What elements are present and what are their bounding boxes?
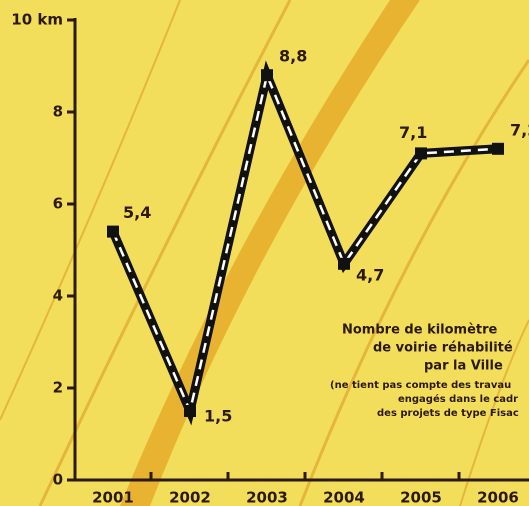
annotation-title: de voirie réhabilité	[373, 341, 513, 356]
value-label: 1,5	[204, 407, 232, 426]
marker	[492, 143, 504, 155]
value-label: 5,4	[123, 203, 151, 222]
x-tick-label: 2004	[323, 489, 365, 506]
y-tick-label: 0	[53, 471, 63, 489]
y-tick-label: 10 km	[11, 11, 63, 29]
annotation-note: (ne tient pas compte des travau	[330, 380, 511, 391]
y-tick-label: 2	[53, 379, 63, 397]
annotation-note: engagés dans le cadr	[398, 393, 518, 405]
marker	[415, 147, 427, 159]
y-tick-label: 6	[53, 195, 63, 213]
chart: 0 2 4 6 8 10 km 2001 2002 2003 2004 2005 2006 5,4 1,5…	[0, 0, 529, 506]
x-tick-label: 2005	[400, 489, 442, 506]
value-label: 8,8	[279, 47, 307, 66]
annotation-title: Nombre de kilomètre	[342, 323, 498, 338]
value-label: 4,7	[356, 265, 384, 284]
marker	[261, 69, 273, 81]
marker	[184, 405, 196, 417]
marker	[338, 258, 350, 270]
annotation-note: des projets de type Fisac	[377, 408, 519, 419]
x-tick-label: 2002	[169, 489, 211, 506]
x-tick-label: 2006	[477, 489, 519, 506]
y-tick-label: 8	[53, 103, 63, 121]
annotation-title: par la Ville	[424, 359, 503, 374]
value-label: 7,1	[399, 123, 427, 142]
x-tick-label: 2001	[92, 489, 134, 506]
marker	[107, 226, 119, 238]
y-tick-label: 4	[53, 287, 63, 305]
x-tick-label: 2003	[246, 489, 288, 506]
value-label: 7,2	[510, 120, 529, 139]
